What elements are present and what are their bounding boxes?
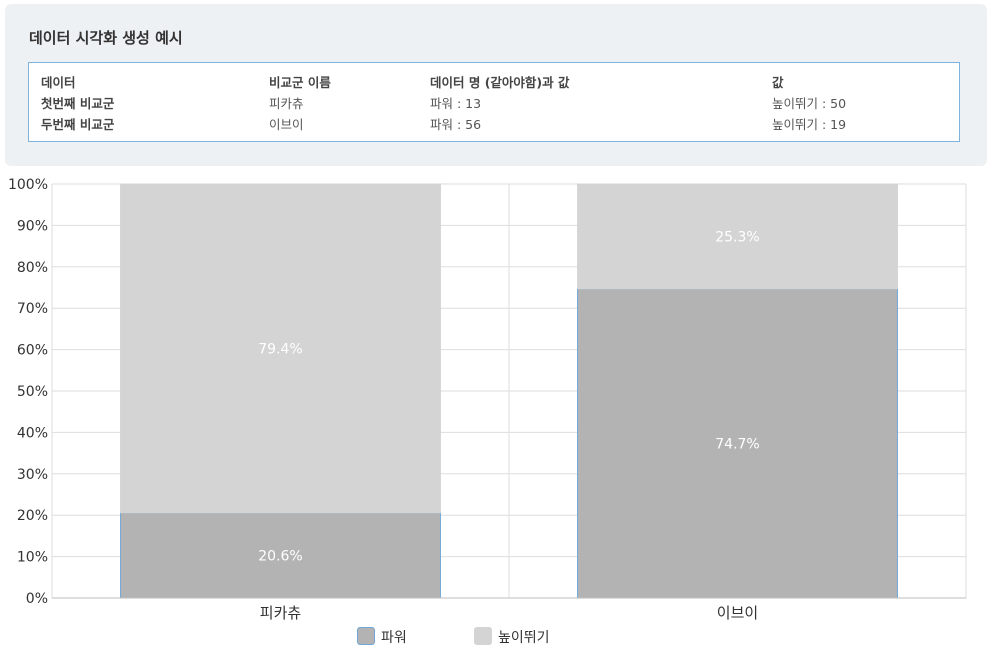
y-tick-label: 30% bbox=[17, 467, 48, 483]
info-panel: 데이터 시각화 생성 예시 데이터 비교군 이름 데이터 명 (같아야함)과 값… bbox=[5, 4, 987, 166]
y-tick-label: 70% bbox=[17, 301, 48, 317]
legend-label-high-jump: 높이뛰기 bbox=[498, 627, 550, 647]
info-header-data-name-value: 데이터 명 (같아야함)과 값 bbox=[430, 72, 569, 93]
x-tick-label: 이브이 bbox=[717, 604, 758, 622]
y-tick-label: 20% bbox=[17, 508, 48, 524]
info-table: 데이터 비교군 이름 데이터 명 (같아야함)과 값 값 첫번째 비교군 피카츄… bbox=[28, 62, 960, 142]
info-row1-label: 첫번째 비교군 bbox=[41, 93, 114, 114]
info-header-data: 데이터 bbox=[41, 72, 76, 93]
legend-label-power: 파워 bbox=[381, 627, 407, 647]
legend-swatch-power bbox=[357, 627, 375, 645]
y-tick-label: 50% bbox=[17, 384, 48, 400]
info-row2-value: 높이뛰기 : 19 bbox=[772, 114, 846, 135]
x-tick-label: 피카츄 bbox=[260, 604, 301, 622]
info-row1-data: 파워 : 13 bbox=[430, 93, 481, 114]
bar-data-label: 20.6% bbox=[258, 548, 302, 564]
y-tick-label: 40% bbox=[17, 425, 48, 441]
panel-title: 데이터 시각화 생성 예시 bbox=[29, 27, 183, 48]
bar-data-label: 25.3% bbox=[715, 229, 759, 245]
y-tick-label: 90% bbox=[17, 218, 48, 234]
y-tick-label: 60% bbox=[17, 343, 48, 359]
stacked-bar-chart: 0% 10% 20% 30% 40% 50% 60% 70% 80% 90% 100% 20.6% 79… bbox=[0, 170, 993, 625]
y-tick-label: 0% bbox=[26, 591, 48, 607]
legend-swatch-high-jump bbox=[474, 627, 492, 645]
bar-data-label: 79.4% bbox=[258, 341, 302, 357]
info-row2-data: 파워 : 56 bbox=[430, 114, 481, 135]
info-row2-label: 두번째 비교군 bbox=[41, 114, 114, 135]
y-tick-label: 100% bbox=[8, 177, 48, 193]
info-header-value: 값 bbox=[772, 72, 784, 93]
bar-data-label: 74.7% bbox=[715, 436, 759, 452]
info-row1-name: 피카츄 bbox=[269, 93, 304, 114]
info-header-group-name: 비교군 이름 bbox=[269, 72, 331, 93]
y-tick-label: 10% bbox=[17, 550, 48, 566]
info-row1-value: 높이뛰기 : 50 bbox=[772, 93, 846, 114]
info-row2-name: 이브이 bbox=[269, 114, 304, 135]
y-tick-label: 80% bbox=[17, 260, 48, 276]
chart-legend: 파워 높이뛰기 bbox=[0, 626, 993, 648]
